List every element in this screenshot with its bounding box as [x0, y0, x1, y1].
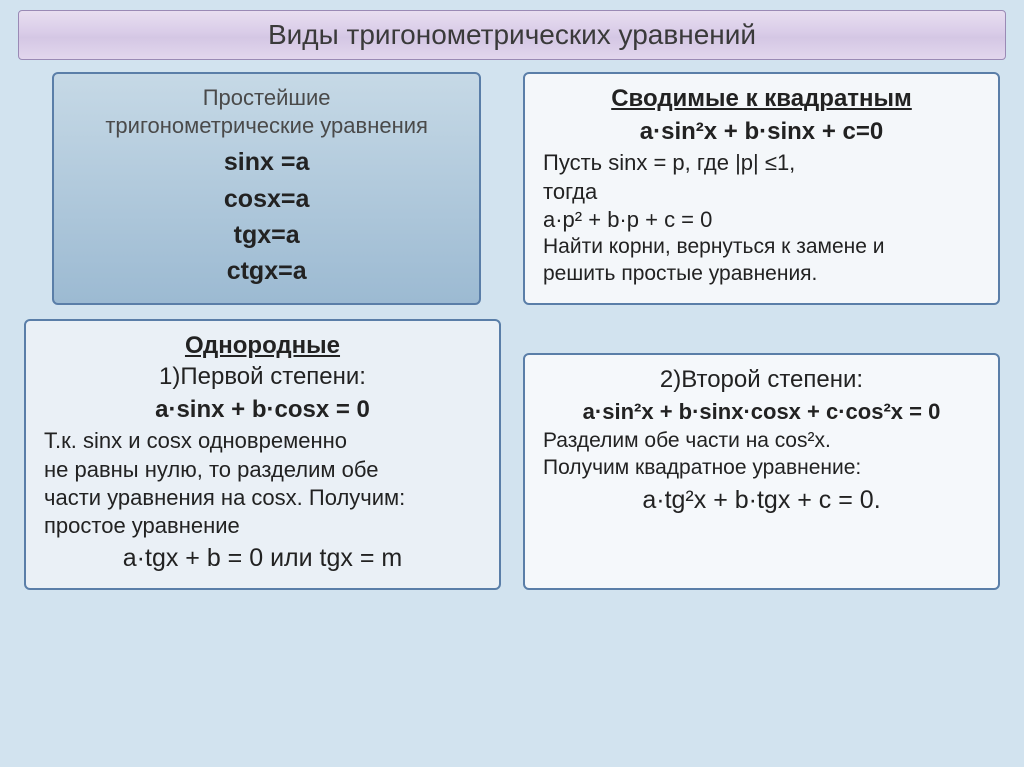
homo-eq: a·sinx + b·cosx = 0: [44, 395, 481, 426]
quadratic-line5: решить простые уравнения.: [543, 261, 980, 288]
card-quadratic: Сводимые к квадратным a·sin²x + b·sinx +…: [523, 72, 1000, 305]
homo-line3: части уравнения на cosx. Получим:: [44, 484, 481, 512]
simple-eq1: sinx =a: [72, 144, 461, 180]
content-grid: Простейшие тригонометрические уравнения …: [18, 72, 1006, 590]
card-homogeneous: Однородные 1)Первой степени: a·sinx + b·…: [24, 319, 501, 590]
quadratic-line2: тогда: [543, 178, 980, 206]
second-eq: a·sin²x + b·sinx·cosx + c·cos²x = 0: [543, 398, 980, 426]
second-line1: Разделим обе части на cos²x.: [543, 428, 980, 455]
simple-subtitle-1: Простейшие: [72, 84, 461, 112]
homo-heading: Однородные: [44, 331, 481, 362]
quadratic-eq: a·sin²x + b·sinx + c=0: [543, 117, 980, 148]
simple-subtitle-2: тригонометрические уравнения: [72, 112, 461, 140]
second-result: a·tg²x + b·tgx + c = 0.: [543, 484, 980, 516]
quadratic-line3: a·p² + b·p + c = 0: [543, 206, 980, 234]
card-simple: Простейшие тригонометрические уравнения …: [52, 72, 481, 305]
homo-line1: Т.к. sinx и cosx одновременно: [44, 427, 481, 455]
second-sub: 2)Второй степени:: [543, 365, 980, 396]
quadratic-heading: Сводимые к квадратным: [543, 84, 980, 115]
simple-eq2: cosx=a: [72, 181, 461, 217]
quadratic-line1: Пусть sinx = p, где |p| ≤1,: [543, 149, 980, 177]
homo-result: a·tgx + b = 0 или tgx = m: [44, 542, 481, 574]
second-line2: Получим квадратное уравнение:: [543, 455, 980, 482]
homo-sub: 1)Первой степени:: [44, 362, 481, 393]
card-second-degree: 2)Второй степени: a·sin²x + b·sinx·cosx …: [523, 353, 1000, 590]
homo-line4: простое уравнение: [44, 512, 481, 540]
homo-line2: не равны нулю, то разделим обе: [44, 456, 481, 484]
simple-eq3: tgx=a: [72, 217, 461, 253]
quadratic-line4: Найти корни, вернуться к замене и: [543, 234, 980, 261]
page-title: Виды тригонометрических уравнений: [18, 10, 1006, 60]
simple-eq4: ctgx=a: [72, 253, 461, 289]
